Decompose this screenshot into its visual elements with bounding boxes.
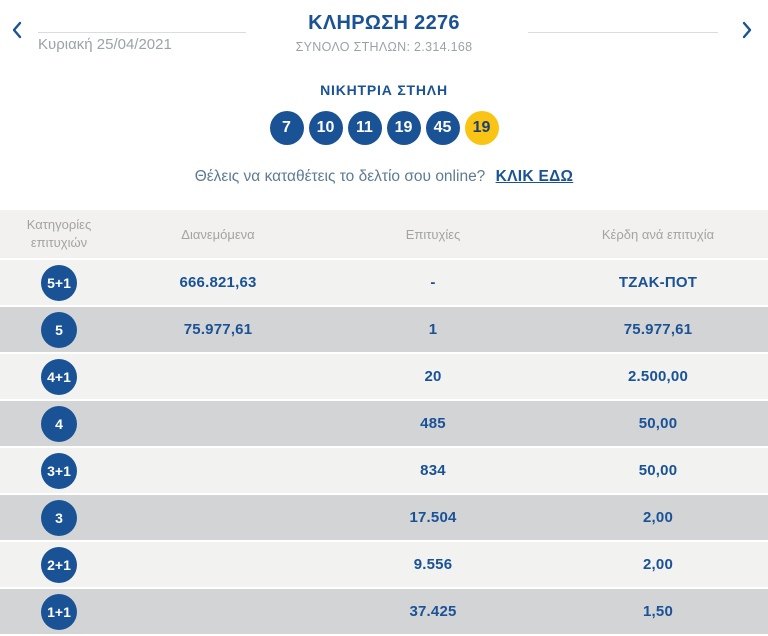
number-ball: 45	[425, 111, 460, 145]
prize-value: 50,00	[638, 462, 678, 479]
table-row: 4+1 20 2.500,00	[0, 354, 768, 399]
draw-date-block: Κυριακή 25/04/2021	[38, 32, 246, 53]
prize-value: 1,50	[643, 603, 673, 620]
category-badge: 2+1	[41, 546, 77, 583]
divider	[528, 32, 718, 33]
draw-date: Κυριακή 25/04/2021	[38, 36, 172, 53]
winners-value: 17.504	[409, 509, 457, 526]
column-header-winners: Επιτυχίες	[405, 226, 461, 242]
column-header-prize: Κέρδη ανά επιτυχία	[601, 226, 715, 242]
number-ball: 19	[386, 111, 421, 145]
click-here-link[interactable]: ΚΛΙΚ ΕΔΩ	[495, 168, 574, 185]
column-header-distributed: Διανεμόμενα	[181, 226, 255, 242]
prize-value: ΤΖΑΚ-ΠΟΤ	[618, 274, 698, 291]
prize-value: 2.500,00	[628, 368, 688, 385]
category-badge: 1+1	[41, 593, 77, 630]
prize-value: 50,00	[638, 415, 678, 432]
category-badge: 4	[41, 405, 77, 442]
table-row: 4 485 50,00	[0, 401, 768, 446]
prize-value: 2,00	[643, 509, 673, 526]
table-row: 3 17.504 2,00	[0, 495, 768, 540]
table-row: 3+1 834 50,00	[0, 448, 768, 493]
category-badge: 5+1	[41, 264, 77, 301]
category-badge: 5	[41, 311, 77, 348]
draw-columns-total: ΣΥΝΟΛΟ ΣΤΗΛΩΝ: 2.314.168	[295, 40, 473, 54]
winning-column-heading: ΝΙΚΗΤΡΙΑ ΣΤΗΛΗ	[320, 82, 448, 98]
winners-value: 20	[424, 368, 442, 385]
winners-value: 9.556	[413, 556, 453, 573]
distributed-value: 666.821,63	[179, 274, 257, 291]
number-ball: 11	[347, 111, 382, 145]
winners-value: -	[430, 274, 436, 291]
previous-draw-button[interactable]	[6, 20, 28, 42]
distributed-value: 75.977,61	[183, 321, 253, 338]
online-cta: Θέλεις να καταθέτεις το δελτίο σου onlin…	[0, 168, 768, 186]
draw-title: ΚΛΗΡΩΣΗ 2276	[308, 12, 460, 34]
prize-value: 2,00	[643, 556, 673, 573]
bonus-number-ball: 19	[464, 111, 499, 145]
table-row: 5 75.977,61 1 75.977,61	[0, 307, 768, 352]
next-draw-button[interactable]	[736, 20, 758, 42]
draw-header: ΚΛΗΡΩΣΗ 2276 ΣΥΝΟΛΟ ΣΤΗΛΩΝ: 2.314.168	[0, 12, 768, 54]
category-badge: 3+1	[41, 452, 77, 489]
number-ball: 10	[308, 111, 343, 145]
winners-value: 1	[428, 321, 438, 338]
divider	[38, 32, 246, 33]
winning-numbers: 7 10 11 19 45 19	[0, 111, 768, 145]
table-header-row: Κατηγορίες επιτυχιών Διανεμόμενα Επιτυχί…	[0, 210, 768, 258]
chevron-right-icon	[741, 21, 753, 42]
results-table: Κατηγορίες επιτυχιών Διανεμόμενα Επιτυχί…	[0, 210, 768, 634]
winning-column-section: ΝΙΚΗΤΡΙΑ ΣΤΗΛΗ 7 10 11 19 45 19	[0, 82, 768, 145]
table-row: 2+1 9.556 2,00	[0, 542, 768, 587]
winners-value: 485	[420, 415, 446, 432]
chevron-left-icon	[11, 21, 23, 42]
number-ball: 7	[269, 111, 304, 145]
winners-value: 37.425	[409, 603, 457, 620]
column-header-categories: Κατηγορίες επιτυχιών	[26, 217, 92, 250]
cta-question: Θέλεις να καταθέτεις το δελτίο σου onlin…	[194, 168, 486, 185]
table-row: 5+1 666.821,63 - ΤΖΑΚ-ΠΟΤ	[0, 260, 768, 305]
category-badge: 4+1	[41, 358, 77, 395]
prize-value: 75.977,61	[623, 321, 693, 338]
draw-navigation: Κυριακή 25/04/2021 ΚΛΗΡΩΣΗ 2276 ΣΥΝΟΛΟ Σ…	[0, 0, 768, 64]
category-badge: 3	[41, 499, 77, 536]
table-row: 1+1 37.425 1,50	[0, 589, 768, 634]
winners-value: 834	[420, 462, 446, 479]
